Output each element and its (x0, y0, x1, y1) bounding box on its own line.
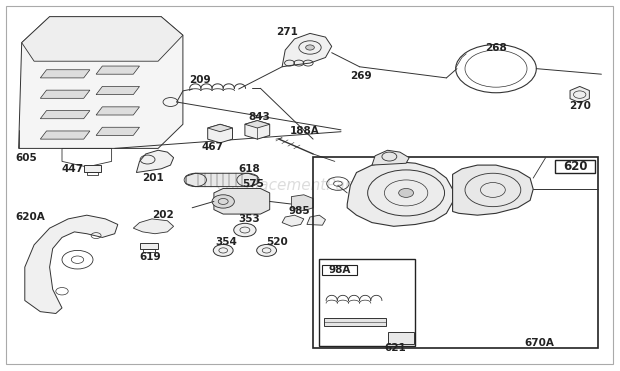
Polygon shape (96, 86, 140, 95)
Polygon shape (307, 215, 326, 225)
Polygon shape (19, 17, 183, 148)
Polygon shape (186, 173, 257, 187)
Bar (84, 165, 101, 172)
Polygon shape (208, 124, 232, 132)
Text: 621: 621 (384, 343, 406, 352)
Circle shape (213, 244, 233, 256)
Polygon shape (245, 121, 270, 128)
Polygon shape (40, 131, 90, 139)
Bar (388, 332, 414, 344)
Polygon shape (40, 90, 90, 98)
Text: 201: 201 (143, 173, 164, 183)
Text: 575: 575 (242, 179, 264, 188)
Text: 843: 843 (248, 112, 270, 122)
Text: 268: 268 (485, 43, 507, 53)
Polygon shape (133, 219, 174, 234)
Circle shape (399, 188, 414, 197)
Polygon shape (372, 150, 409, 165)
Text: 620A: 620A (16, 212, 45, 222)
Text: 209: 209 (189, 75, 211, 85)
Polygon shape (282, 33, 332, 67)
Text: 271: 271 (276, 27, 298, 36)
Polygon shape (208, 124, 232, 143)
Polygon shape (245, 121, 270, 139)
Text: 520: 520 (267, 237, 288, 247)
Polygon shape (25, 215, 118, 313)
Text: 985: 985 (288, 207, 310, 216)
Circle shape (306, 45, 314, 50)
Circle shape (234, 223, 256, 237)
Bar (87, 172, 98, 175)
Text: 620: 620 (563, 160, 588, 173)
Text: 447: 447 (62, 164, 84, 174)
Bar (313, 157, 598, 348)
Polygon shape (347, 161, 453, 226)
Polygon shape (570, 86, 590, 103)
Polygon shape (22, 17, 183, 61)
Bar (322, 265, 356, 275)
Text: 98A: 98A (329, 265, 351, 275)
Text: 353: 353 (239, 214, 260, 224)
Polygon shape (214, 188, 270, 214)
Polygon shape (40, 70, 90, 78)
Text: 188A: 188A (290, 126, 320, 135)
Polygon shape (282, 215, 304, 226)
Polygon shape (96, 66, 140, 74)
Text: 270: 270 (569, 101, 591, 111)
Bar (319, 259, 415, 346)
Polygon shape (96, 127, 140, 135)
Text: 619: 619 (140, 252, 161, 262)
Polygon shape (96, 107, 140, 115)
Text: 202: 202 (152, 210, 174, 220)
Text: 670A: 670A (525, 338, 554, 348)
Bar (140, 243, 158, 249)
Polygon shape (136, 150, 174, 173)
Text: 618: 618 (239, 164, 260, 174)
Polygon shape (291, 195, 313, 211)
Polygon shape (40, 111, 90, 119)
Text: 269: 269 (350, 71, 372, 81)
Text: 467: 467 (202, 142, 223, 151)
Circle shape (257, 244, 277, 256)
Polygon shape (453, 165, 533, 215)
Text: 354: 354 (216, 237, 237, 247)
Bar (324, 318, 386, 326)
Text: 605: 605 (16, 153, 37, 162)
Text: eReplacementParts.com: eReplacementParts.com (216, 178, 404, 193)
Circle shape (212, 195, 234, 208)
Bar (555, 160, 595, 173)
Bar (143, 249, 155, 252)
